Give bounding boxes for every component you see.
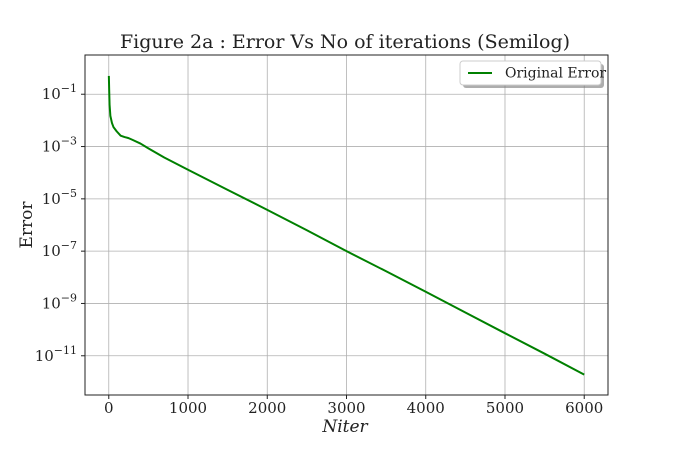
y-tick-label: 10−5	[42, 187, 77, 208]
y-tick-label: 10−3	[42, 135, 77, 156]
series-layer	[107, 75, 585, 376]
x-tick-label: 1000	[169, 399, 207, 417]
x-tick-label: 4000	[407, 399, 445, 417]
legend: Original Error	[459, 60, 606, 88]
y-tick-label: 10−9	[42, 291, 77, 312]
y-axis-label: Error	[17, 201, 37, 249]
x-tick-label: 2000	[248, 399, 286, 417]
y-tick-label: 10−11	[35, 344, 77, 365]
x-tick-label: 0	[104, 399, 114, 417]
x-tick-label: 3000	[327, 399, 365, 417]
x-tick-label: 6000	[565, 399, 603, 417]
legend-box	[459, 60, 602, 86]
chart-title: Figure 2a : Error Vs No of iterations (S…	[120, 31, 570, 53]
legend-label-original-error: Original Error	[505, 66, 606, 82]
x-axis: 0 1000 2000 3000 4000 5000 6000	[104, 395, 603, 417]
x-tick-label: 5000	[486, 399, 524, 417]
series-line-original-error	[107, 75, 585, 376]
y-axis: 10−1 10−3 10−5 10−7 10−9 10−11	[35, 82, 85, 365]
y-tick-label: 10−1	[42, 82, 77, 103]
x-axis-label: Niter	[321, 417, 368, 437]
y-tick-label: 10−7	[42, 239, 77, 260]
